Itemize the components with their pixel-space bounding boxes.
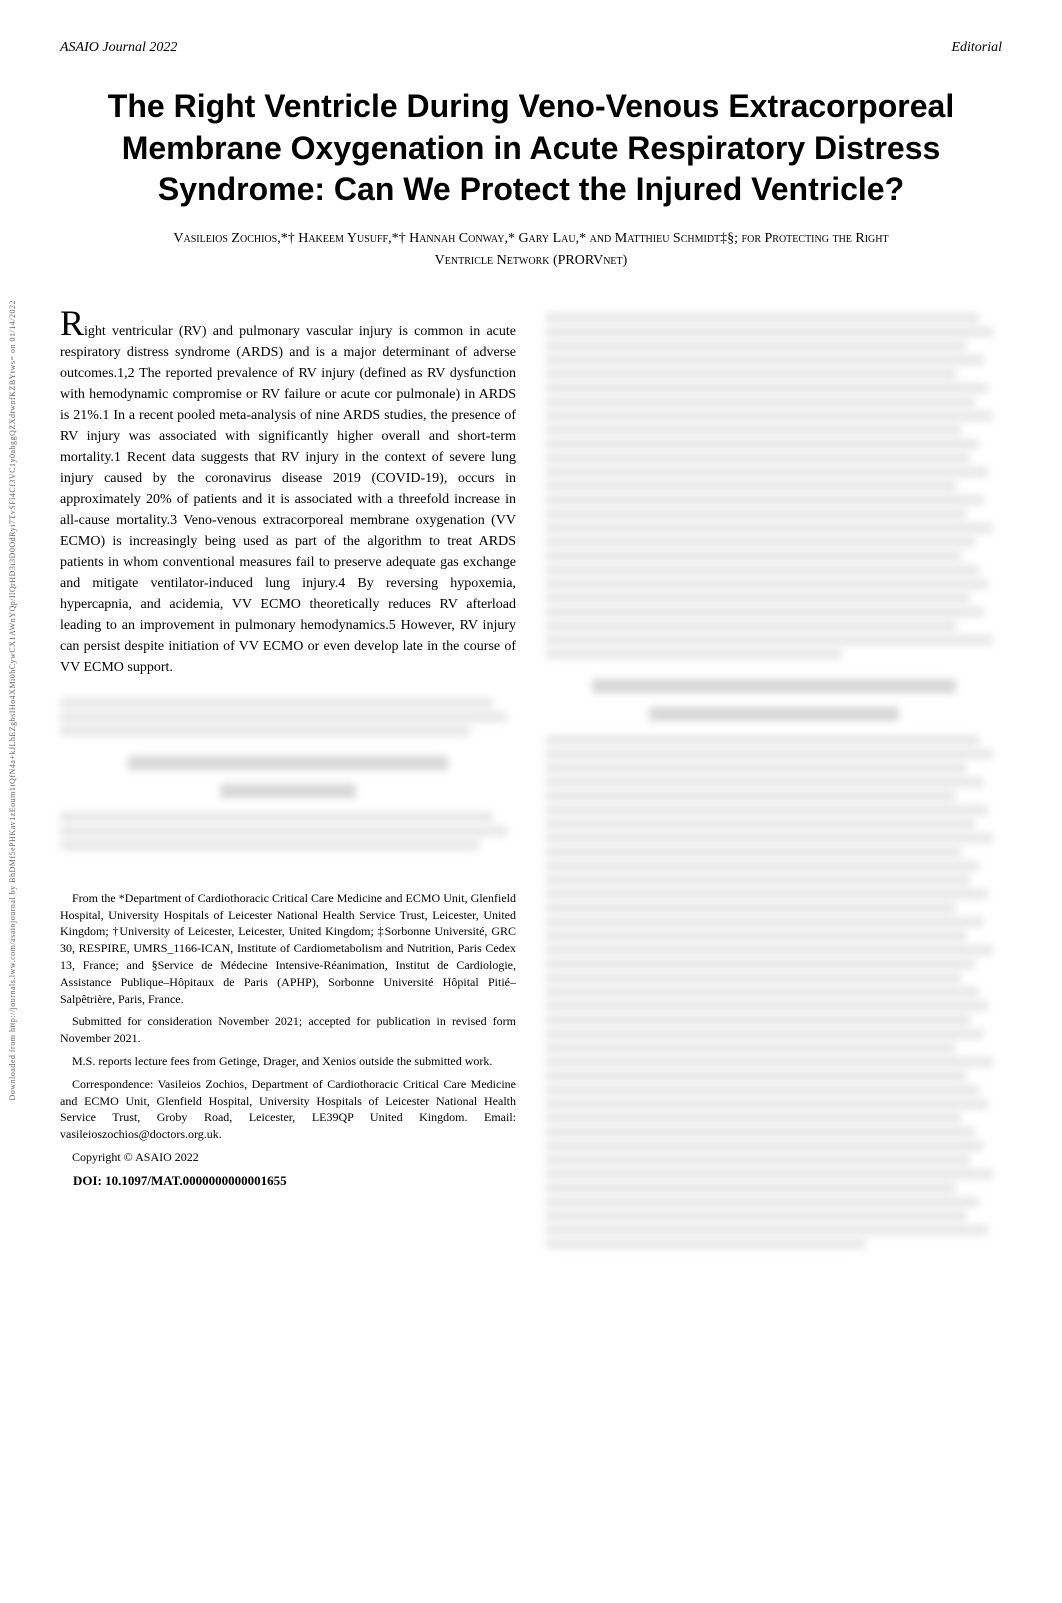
para-text: ight ventricular (RV) and pulmonary vasc… [60,324,516,675]
affiliation-copyright: Copyright © ASAIO 2022 [60,1149,516,1166]
dropcap: R [60,303,84,343]
author-list: Vasileios Zochios,*† Hakeem Yusuff,*† Ha… [60,231,1002,247]
journal-name: ASAIO Journal 2022 [60,40,177,56]
download-watermark: Downloaded from http://journals.lww.com/… [8,300,17,1100]
intro-paragraph: Right ventricular (RV) and pulmonary vas… [60,309,516,678]
doi: DOI: 10.1097/MAT.0000000000001655 [60,1172,516,1190]
blurred-content-left [60,698,516,850]
network-name: Ventricle Network (PRORVnet) [60,253,1002,269]
right-column-blurred [546,309,1002,1253]
section-label: Editorial [951,40,1002,56]
affiliation-correspondence: Correspondence: Vasileios Zochios, Depar… [60,1076,516,1143]
affiliation-submitted: Submitted for consideration November 202… [60,1013,516,1047]
article-title: The Right Ventricle During Veno-Venous E… [60,86,1002,211]
affiliation-from: From the *Department of Cardiothoracic C… [60,890,516,1008]
affiliation-disclosure: M.S. reports lecture fees from Getinge, … [60,1053,516,1070]
header-row: ASAIO Journal 2022 Editorial [60,40,1002,56]
left-column: Right ventricular (RV) and pulmonary vas… [60,309,516,1253]
column-layout: Right ventricular (RV) and pulmonary vas… [60,309,1002,1253]
affiliations-block: From the *Department of Cardiothoracic C… [60,890,516,1190]
